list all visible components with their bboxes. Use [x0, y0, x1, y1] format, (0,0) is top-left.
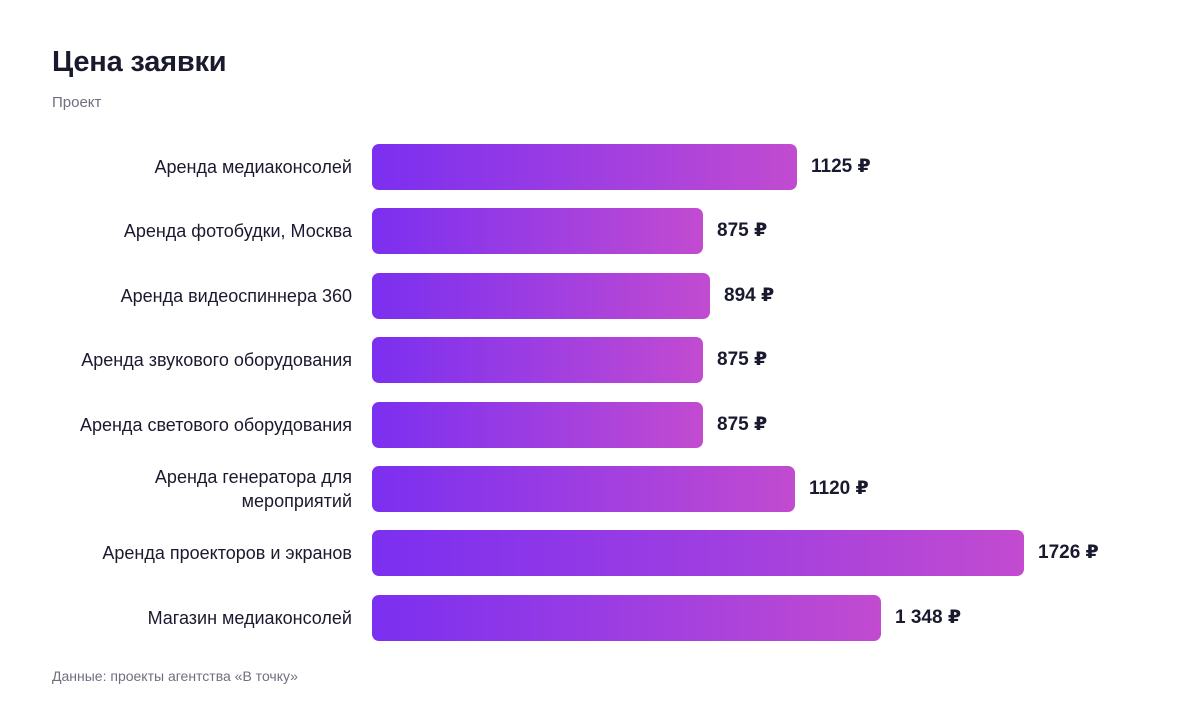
bar	[372, 337, 703, 383]
value-label: 875 ₽	[717, 220, 768, 241]
category-label: Аренда медиаконсолей	[154, 157, 352, 177]
category-label: Аренда видеоспиннера 360	[120, 286, 352, 306]
bar	[372, 273, 710, 319]
category-label: Аренда фотобудки, Москва	[123, 221, 352, 241]
value-label: 894 ₽	[724, 285, 775, 306]
category-label: Аренда проекторов и экранов	[102, 543, 352, 563]
value-label: 1125 ₽	[811, 156, 871, 177]
source-note: Данные: проекты агентства «В точку»	[52, 668, 298, 684]
bar	[372, 402, 703, 448]
chart-subtitle: Проект	[52, 94, 102, 111]
value-label: 875 ₽	[717, 414, 768, 435]
value-label: 1 348 ₽	[895, 607, 962, 628]
value-label: 1120 ₽	[809, 478, 869, 499]
bar	[372, 144, 797, 190]
bar	[372, 208, 703, 254]
bar	[372, 530, 1024, 576]
category-label: Аренда светового оборудования	[79, 415, 352, 435]
category-label: Аренда звукового оборудования	[81, 350, 352, 370]
value-label: 1726 ₽	[1038, 542, 1099, 563]
bar	[372, 466, 795, 512]
chart-title: Цена заявки	[52, 46, 227, 78]
category-label: Аренда генератора для мероприятий	[154, 467, 352, 511]
category-label: Магазин медиаконсолей	[147, 608, 352, 628]
bar	[372, 595, 881, 641]
value-label: 875 ₽	[717, 349, 768, 370]
